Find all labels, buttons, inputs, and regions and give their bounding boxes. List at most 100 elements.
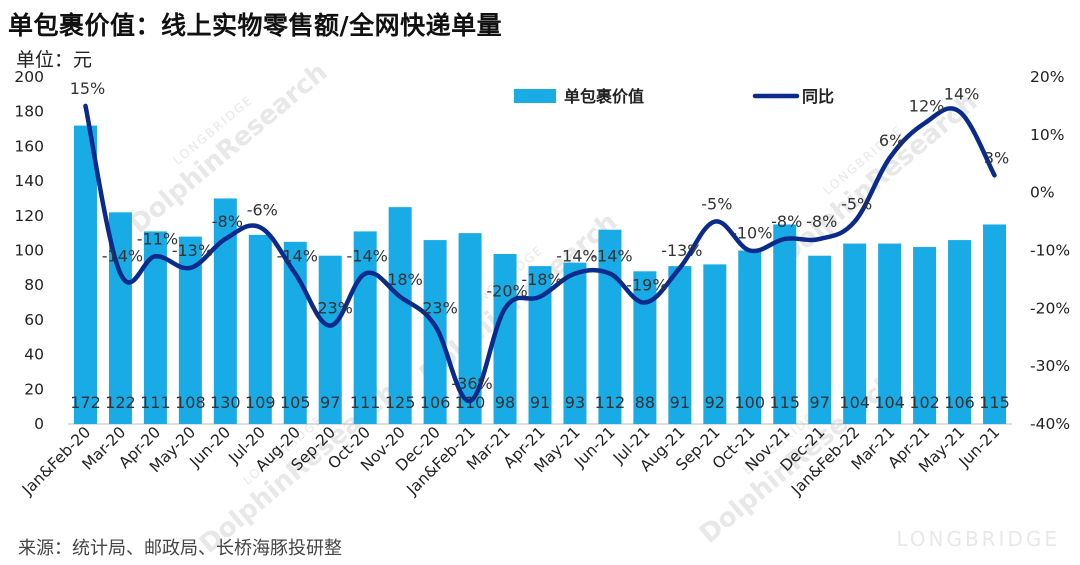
bar [948,240,972,424]
watermark-brand-corner: LONGBRIDGE [896,527,1060,551]
line-series [83,103,997,404]
bar [423,240,447,424]
bar [493,253,517,424]
legend-bar-label: 单包裹价值 [564,87,644,106]
left-y-tick-label: 140 [14,172,44,190]
bar-value-label: 172 [70,393,101,412]
line-value-label: -19% [626,276,667,295]
bar [143,231,167,424]
bar-value-label: 105 [280,393,311,412]
left-y-tick-label: 160 [14,137,44,155]
line-value-label: -14% [102,247,143,266]
bar-value-labels: 172 122 111 108 130 109 105 97 111 125 106 110 98 91 9… [70,393,1010,412]
bar-value-label: 108 [175,393,206,412]
line-value-label: -13% [172,241,213,260]
bar-value-label: 92 [705,393,725,412]
bar-value-label: 112 [595,393,626,412]
bar-value-label: 122 [105,393,136,412]
bar [738,250,762,424]
bar [983,224,1007,424]
bar-value-label: 91 [670,393,690,412]
line-value-label: -6% [247,200,278,219]
bar-value-label: 98 [495,393,515,412]
line-value-label: -5% [841,195,872,214]
bar-value-label: 88 [635,393,655,412]
bar-value-label: 115 [769,393,800,412]
bar-value-label: 91 [530,393,550,412]
bar [458,233,482,424]
bar [633,271,657,424]
line-value-label: -13% [661,241,702,260]
line-value-label: -23% [312,299,353,318]
line-value-label: -14% [591,247,632,266]
bar [808,255,832,424]
right-y-tick-label: -30% [1030,357,1070,375]
right-y-tick-label: 20% [1030,68,1064,86]
bar-value-label: 111 [350,393,381,412]
line-value-label: -14% [347,247,388,266]
line-value-label: -20% [486,281,527,300]
chart-title: 单包裹价值：线上实物零售额/全网快递单量 [8,11,503,40]
bar-value-label: 93 [565,393,585,412]
left-y-tick-label: 180 [14,103,44,121]
left-y-tick-label: 120 [14,207,44,225]
legend-line-label: 同比 [802,87,834,106]
bar-value-label: 97 [810,393,830,412]
bar-value-label: 106 [944,393,975,412]
line-value-label: 3% [984,148,1009,167]
line-value-label: -36% [451,374,492,393]
yoy-line [83,103,997,404]
bar [248,234,272,424]
bar [318,255,342,424]
left-y-tick-label: 40 [24,346,44,364]
left-y-tick-label: 100 [14,242,44,260]
line-value-labels: 15%-14%-11%-13%-8%-6%-14%-23%-14%-18%-23… [70,79,1010,393]
bar [108,212,132,424]
line-value-label: 6% [879,131,904,150]
bar-value-label: 104 [874,393,905,412]
unit-label: 单位：元 [16,49,93,71]
line-value-label: -8% [771,212,802,231]
bar [913,247,937,424]
line-value-label: -23% [416,299,457,318]
bar-value-label: 115 [979,393,1010,412]
line-value-label: 14% [944,85,980,104]
legend-bar-swatch [514,89,556,103]
right-y-tick-label: 10% [1030,126,1064,144]
bar-value-label: 106 [420,393,451,412]
line-value-label: -8% [212,212,243,231]
bar [178,236,202,424]
right-y-tick-label: -10% [1030,242,1070,260]
bar-value-label: 111 [140,393,171,412]
legend: 单包裹价值 同比 [514,87,834,106]
bar [668,266,692,424]
line-value-label: -14% [556,247,597,266]
bar [843,243,867,424]
line-value-label: 12% [909,96,945,115]
bar-value-label: 100 [735,393,766,412]
line-value-label: -11% [137,229,178,248]
bar-value-label: 125 [385,393,416,412]
right-y-tick-label: 0% [1030,184,1055,202]
line-value-label: -5% [701,195,732,214]
bar [73,125,97,424]
bar [213,198,237,424]
bar [563,262,587,424]
bar-value-label: 104 [839,393,870,412]
line-value-label: -14% [277,247,318,266]
bar-value-label: 130 [210,393,241,412]
line-value-label: 15% [70,79,106,98]
right-y-tick-label: -40% [1030,415,1070,433]
line-value-label: -18% [381,270,422,289]
left-y-tick-label: 0 [34,415,44,433]
x-axis-labels: Jan&Feb-20Mar-20Apr-20May-20Jun-20Jul-20… [18,423,1003,499]
bar [878,243,902,424]
bar [528,266,552,424]
source-note: 来源：统计局、邮政局、长桥海豚投研整 [18,538,342,559]
left-y-tick-label: 20 [24,380,44,398]
left-y-tick-label: 60 [24,311,44,329]
left-y-tick-label: 200 [14,68,44,86]
bar-value-label: 97 [320,393,340,412]
line-value-label: -18% [521,270,562,289]
